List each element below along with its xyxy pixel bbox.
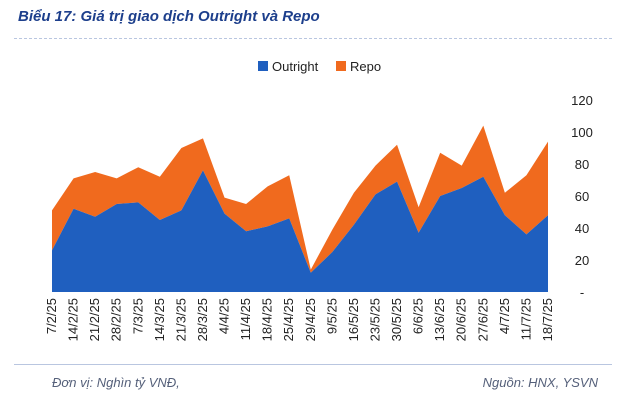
x-tick-label: 18/4/25 <box>260 298 275 341</box>
series-area-repo <box>52 125 548 273</box>
x-tick-label: 14/2/25 <box>66 298 81 341</box>
footer-divider <box>14 364 612 365</box>
x-tick-label: 23/5/25 <box>367 298 382 341</box>
x-tick-label: 7/3/25 <box>130 298 145 334</box>
x-tick-label: 9/5/25 <box>324 298 339 334</box>
title-divider <box>14 38 612 39</box>
x-tick-label: 4/4/25 <box>217 298 232 334</box>
x-tick-label: 11/4/25 <box>238 298 253 340</box>
x-tick-label: 11/7/25 <box>518 298 533 340</box>
x-axis-ticks: 7/2/25 14/2/25 21/2/25 28/2/25 7/3/25 14/3/25… <box>44 298 555 341</box>
x-tick-label: 30/5/25 <box>389 298 404 341</box>
y-tick-label: 80 <box>575 157 589 172</box>
x-tick-label: 25/4/25 <box>281 298 296 341</box>
y-tick-label: 40 <box>575 221 589 236</box>
x-tick-label: 18/7/25 <box>540 298 555 341</box>
y-tick-label: 100 <box>571 125 593 140</box>
legend-label-repo: Repo <box>350 59 381 74</box>
chart-title: Biểu 17: Giá trị giao dịch Outright và R… <box>18 8 320 25</box>
x-tick-label: 20/6/25 <box>454 298 469 341</box>
y-tick-label: 120 <box>571 93 593 108</box>
y-tick-label: 60 <box>575 189 589 204</box>
x-tick-label: 29/4/25 <box>303 298 318 341</box>
footer-source-note: Nguồn: HNX, YSVN <box>482 375 598 390</box>
legend-label-outright: Outright <box>272 59 319 74</box>
x-tick-label: 7/2/25 <box>44 298 59 334</box>
series-area-outright <box>52 170 548 292</box>
x-tick-label: 6/6/25 <box>411 298 426 334</box>
x-tick-label: 28/2/25 <box>109 298 124 341</box>
legend-swatch-repo <box>336 61 346 71</box>
x-tick-label: 27/6/25 <box>475 298 490 341</box>
x-tick-label: 21/2/25 <box>87 298 102 341</box>
y-axis-ticks: - 20 40 60 80 100 120 <box>571 93 593 300</box>
y-tick-label: - <box>580 285 584 300</box>
chart-areas <box>52 125 548 292</box>
x-tick-label: 28/3/25 <box>195 298 210 341</box>
footer-unit-note: Đơn vị: Nghìn tỷ VNĐ, <box>52 375 180 390</box>
legend-swatch-outright <box>258 61 268 71</box>
x-tick-label: 16/5/25 <box>346 298 361 341</box>
x-tick-label: 4/7/25 <box>497 298 512 334</box>
x-tick-label: 14/3/25 <box>152 298 167 341</box>
chart-legend: Outright Repo <box>258 59 381 74</box>
y-tick-label: 20 <box>575 253 589 268</box>
x-tick-label: 21/3/25 <box>173 298 188 341</box>
x-tick-label: 13/6/25 <box>432 298 447 341</box>
